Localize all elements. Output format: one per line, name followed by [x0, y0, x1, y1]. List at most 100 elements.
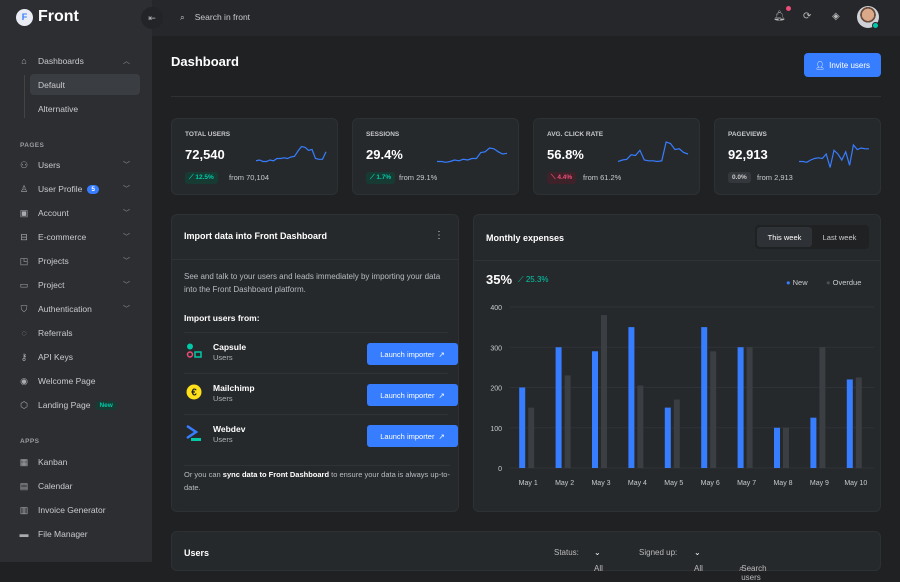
- signed-filter-select[interactable]: All ⌄: [694, 548, 703, 573]
- notification-dot: [786, 6, 791, 11]
- button-label: Launch importer: [380, 349, 435, 359]
- sidebar-item-label: File Manager: [38, 529, 88, 539]
- search-placeholder: Search in front: [194, 12, 251, 22]
- sidebar-item-calendar[interactable]: ▤ Calendar: [18, 476, 138, 496]
- stat-label: TOTAL USERS: [185, 131, 231, 138]
- eye-icon: ◉: [20, 375, 28, 386]
- sidebar-item-authentication[interactable]: ⛉ Authentication ﹀: [18, 299, 138, 319]
- external-link-icon: ↗: [438, 349, 445, 359]
- search-input[interactable]: ⌕ Search in front: [180, 12, 250, 23]
- bar-new: [701, 327, 708, 468]
- sidebar-item-label: Kanban: [38, 457, 68, 467]
- x-tick-label: May 9: [810, 480, 829, 487]
- button-label: Launch importer: [380, 390, 435, 400]
- bar-new: [592, 351, 598, 468]
- sync-data-link[interactable]: sync data to Front Dashboard: [222, 470, 330, 479]
- status-dot: [872, 22, 879, 29]
- sidebar-item-dashboards[interactable]: ⌂ Dashboards ︿: [18, 51, 138, 71]
- x-tick-label: May 6: [701, 480, 720, 487]
- stat-card: AVG. CLICK RATE 56.8% ⟍ 4.4% from 61.2%: [533, 118, 700, 195]
- sidebar-item-alternative[interactable]: Alternative: [38, 103, 79, 114]
- sparkline-line: [256, 145, 327, 163]
- logo-icon: F: [16, 8, 33, 26]
- kanban-icon: ▦: [19, 456, 29, 467]
- apps-icon[interactable]: ◈: [832, 11, 840, 22]
- collapse-sidebar-button[interactable]: ⇤: [141, 7, 163, 29]
- sidebar-item-api-keys[interactable]: ⚷ API Keys: [18, 347, 138, 367]
- more-vertical-icon[interactable]: ⋮: [434, 230, 444, 241]
- divider: [474, 260, 880, 261]
- sidebar-item-welcome-page[interactable]: ◉ Welcome Page: [18, 371, 138, 391]
- x-tick-label: May 4: [628, 480, 647, 487]
- launch-importer-button[interactable]: Launch importer ↗: [367, 343, 458, 365]
- y-tick-label: 0: [498, 466, 502, 473]
- chevron-down-icon: ﹀: [123, 282, 130, 289]
- tab-this-week[interactable]: This week: [757, 227, 812, 247]
- sidebar-item-label: Invoice Generator: [38, 505, 106, 515]
- brand-logo[interactable]: F Front: [16, 8, 79, 26]
- sidebar-item-landing-page[interactable]: ⬡ Landing Page New: [18, 395, 138, 415]
- bell-icon[interactable]: 🔔︎: [773, 11, 786, 22]
- list-item: Webdev Users Launch importer ↗: [184, 414, 458, 455]
- house-icon: ⌂: [21, 56, 27, 66]
- users-search-input[interactable]: ⌕ Search users: [739, 548, 767, 582]
- key-icon: ⚷: [20, 351, 28, 362]
- chevron-down-icon: ﹀: [123, 258, 130, 265]
- stat-from: from 2,913: [757, 173, 793, 182]
- bar-overdue: [601, 315, 607, 468]
- period-toggle: This week Last week: [755, 225, 869, 249]
- divider: [172, 259, 458, 260]
- sidebar-item-kanban[interactable]: ▦ Kanban: [18, 452, 138, 472]
- bar-overdue: [855, 377, 862, 468]
- sparkline: [799, 143, 869, 168]
- status-filter-select[interactable]: All ⌄: [594, 548, 603, 573]
- sidebar-item-label: API Keys: [38, 352, 73, 362]
- sidebar-badge: 5: [87, 184, 100, 194]
- sidebar-item-projects[interactable]: ◳ Projects ﹀: [18, 251, 138, 271]
- briefcase-icon: ▭: [19, 279, 29, 290]
- y-tick-label: 200: [490, 386, 502, 393]
- signed-value: All: [694, 564, 703, 573]
- sidebar-item-e-commerce[interactable]: ⊟ E-commerce ﹀: [18, 227, 138, 247]
- launch-importer-button[interactable]: Launch importer ↗: [367, 425, 458, 447]
- item-name: Mailchimp: [213, 383, 255, 393]
- change-value: 1.7%: [376, 174, 392, 181]
- stat-card: SESSIONS 29.4% ⟋ 1.7% from 29.1%: [352, 118, 519, 195]
- expenses-value: 35%: [486, 272, 513, 287]
- bar-overdue: [528, 407, 535, 468]
- invite-label: Invite users: [829, 60, 871, 70]
- sidebar-item-users[interactable]: ⚇ Users ﹀: [18, 155, 138, 175]
- shield-icon: ⛉: [20, 303, 28, 314]
- stat-label: AVG. CLICK RATE: [547, 131, 604, 138]
- webdev-logo-icon: [186, 425, 201, 441]
- sidebar-item-label: Account: [38, 208, 69, 218]
- change-value: 4.4%: [557, 174, 573, 181]
- activity-icon[interactable]: ⟳: [803, 11, 812, 22]
- sidebar-item-file-manager[interactable]: ▬ File Manager: [18, 524, 138, 544]
- sticky-icon: ◳: [19, 255, 29, 266]
- expenses-change: ⟋ 25.3%: [518, 275, 549, 285]
- change-badge: ⟋ 1.7%: [366, 172, 396, 184]
- external-link-icon: ↗: [438, 431, 445, 441]
- x-tick-label: May 1: [519, 480, 538, 487]
- sidebar-item-invoice-generator[interactable]: ▥ Invoice Generator: [18, 500, 138, 520]
- stat-card: TOTAL USERS 72,540 ⟋ 12.5% from 70,104: [171, 118, 338, 195]
- sidebar-item-referrals[interactable]: ◌ Referrals: [18, 323, 138, 343]
- tab-last-week[interactable]: Last week: [822, 232, 857, 242]
- bar-overdue: [710, 351, 717, 468]
- sidebar: F Front ⌂ Dashboards ︿ Default Alternati…: [0, 0, 152, 562]
- bar-new: [774, 427, 780, 468]
- sidebar-item-account[interactable]: ▣ Account ﹀: [18, 203, 138, 223]
- sidebar-item-user-profile[interactable]: ♙ User Profile 5 ﹀: [18, 179, 138, 199]
- chat-icon: ◌: [21, 328, 27, 338]
- launch-importer-button[interactable]: Launch importer ↗: [367, 384, 458, 406]
- stat-value: 92,913: [728, 147, 768, 162]
- receipt-icon: ▥: [19, 504, 29, 515]
- sparkline: [256, 145, 327, 163]
- sidebar-item-label: Projects: [38, 256, 69, 266]
- chevron-down-icon: ﹀: [123, 186, 130, 193]
- sidebar-item-project[interactable]: ▭ Project ﹀: [18, 275, 138, 295]
- sidebar-item-default[interactable]: Default: [30, 74, 140, 95]
- invite-users-button[interactable]: 👤︎ Invite users: [804, 53, 881, 77]
- stat-label: SESSIONS: [366, 131, 400, 138]
